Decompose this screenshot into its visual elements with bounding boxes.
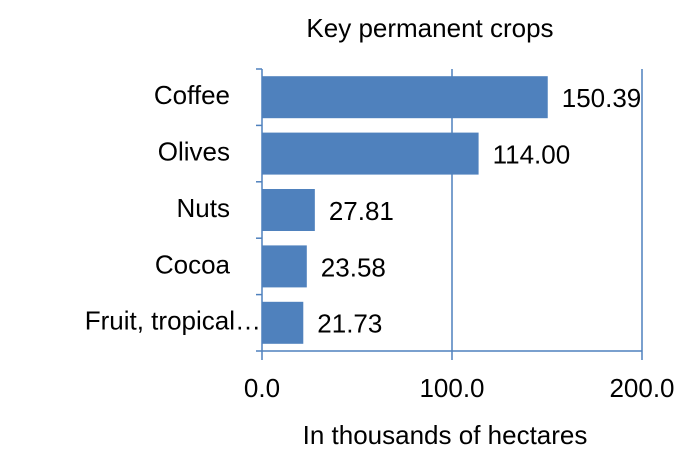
x-axis-label: In thousands of hectares — [303, 420, 588, 450]
x-tick-label: 100.0 — [419, 373, 484, 403]
y-tick-label: Cocoa — [155, 249, 231, 279]
bar — [262, 301, 304, 344]
y-tick-label: Fruit, tropical… — [85, 306, 261, 336]
y-tick-label: Coffee — [154, 80, 230, 110]
bar — [262, 76, 548, 119]
data-label: 150.39 — [562, 83, 642, 113]
data-label: 23.58 — [321, 252, 386, 282]
data-label: 114.00 — [493, 139, 571, 169]
bar — [262, 132, 479, 175]
y-tick-label: Nuts — [177, 193, 230, 223]
y-tick-label: Olives — [158, 136, 230, 166]
x-tick-label: 200.0 — [609, 373, 674, 403]
bar — [262, 189, 315, 231]
x-tick-label: 0.0 — [244, 373, 280, 403]
bar — [262, 245, 307, 288]
chart-title: Key permanent crops — [306, 13, 553, 43]
data-label: 21.73 — [317, 309, 382, 339]
data-label: 27.81 — [329, 196, 394, 226]
